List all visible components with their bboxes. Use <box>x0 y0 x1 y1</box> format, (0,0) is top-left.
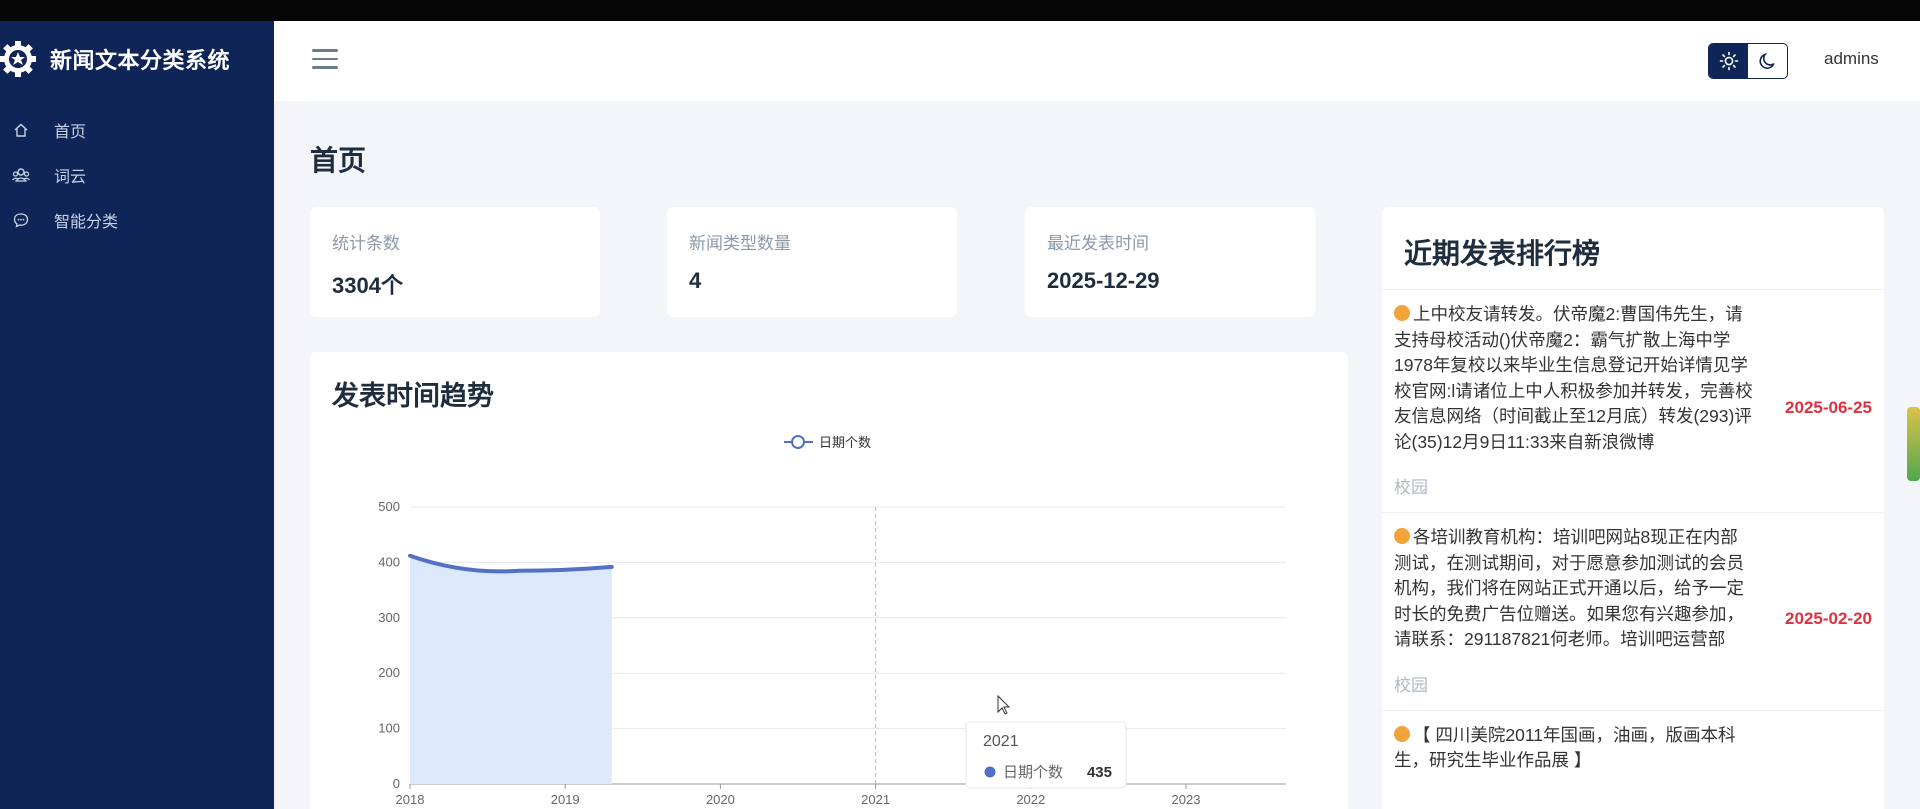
list-item[interactable]: 各培训教育机构：培训吧网站8现正在内部测试，在测试期间，对于愿意参加测试的会员机… <box>1382 512 1884 696</box>
brand: 新闻文本分类系统 <box>0 21 274 97</box>
rank-item-tag: 校园 <box>1394 675 1428 695</box>
sidebar: 新闻文本分类系统 首页 词云 智能分类 <box>0 21 274 809</box>
medal-icon <box>1394 305 1410 321</box>
chart-title: 发表时间趋势 <box>332 381 494 411</box>
scrollbar-thumb[interactable] <box>1907 407 1920 481</box>
stat-card-types: 新闻类型数量 4 <box>667 207 957 317</box>
tooltip-series: 日期个数 <box>1003 764 1063 781</box>
sidebar-item-home[interactable]: 首页 <box>0 107 274 152</box>
top-strip <box>0 0 1920 21</box>
trend-chart[interactable]: 日期个数 2018 2019 2020 2021 2022 2023 0 100 200 300… <box>310 352 1348 809</box>
tooltip-marker <box>984 766 996 778</box>
tooltip-box <box>965 721 1127 789</box>
y-tick-label: 300 <box>378 610 400 625</box>
list-item[interactable]: 上中校友请转发。伏帝魔2:曹国伟先生，请支持母校活动()伏帝魔2：霸气扩散上海中… <box>1382 289 1884 498</box>
sidebar-item-classify[interactable]: 智能分类 <box>0 197 274 242</box>
y-tick-label: 0 <box>393 776 400 791</box>
theme-toggle <box>1708 43 1788 79</box>
legend-marker <box>791 435 805 449</box>
sidebar-item-label: 智能分类 <box>54 213 119 231</box>
ranking-list: 上中校友请转发。伏帝魔2:曹国伟先生，请支持母校活动()伏帝魔2：霸气扩散上海中… <box>1382 289 1884 774</box>
y-tick-label: 200 <box>378 665 400 680</box>
chart-tooltip: 2021 日期个数 435 <box>965 721 1127 789</box>
list-item[interactable]: 【 四川美院2011年国画，油画，版画本科生，研究生毕业作品展 】 <box>1382 709 1884 774</box>
tooltip-title: 2021 <box>983 733 1019 750</box>
stat-value: 2025-12-29 <box>1047 268 1160 293</box>
rank-item-date: 2025-02-20 <box>1785 609 1872 628</box>
rank-item-text: 【 四川美院2011年国画，油画，版画本科生，研究生毕业作品展 】 <box>1394 724 1736 770</box>
stat-label: 最近发表时间 <box>1047 234 1149 253</box>
stat-label: 统计条数 <box>332 234 400 253</box>
tooltip-value: 435 <box>1087 764 1112 781</box>
sidebar-item-label: 词云 <box>54 168 87 186</box>
chart-series <box>408 553 614 784</box>
ranking-title: 近期发表排行榜 <box>1404 238 1601 269</box>
menu-toggle-icon[interactable] <box>312 49 338 71</box>
sidebar-nav: 首页 词云 智能分类 <box>0 107 274 242</box>
y-tick-label: 500 <box>378 499 400 514</box>
chart-x-axis: 2018 2019 2020 2021 2022 2023 <box>396 784 1201 807</box>
top-header: admins <box>274 21 1920 101</box>
medal-icon <box>1394 528 1410 544</box>
rank-item-text: 上中校友请转发。伏帝魔2:曹国伟先生，请支持母校活动()伏帝魔2：霸气扩散上海中… <box>1394 304 1753 452</box>
page-title: 首页 <box>310 145 367 176</box>
ranking-card: 近期发表排行榜 上中校友请转发。伏帝魔2:曹国伟先生，请支持母校活动()伏帝魔2… <box>1382 207 1884 809</box>
rank-item-tag: 校园 <box>1394 478 1428 497</box>
x-tick-label: 2018 <box>396 792 425 807</box>
chart-legend[interactable]: 日期个数 <box>784 435 871 450</box>
x-tick-label: 2022 <box>1016 792 1045 807</box>
gear-logo-icon <box>0 37 38 81</box>
stat-value: 4 <box>689 268 702 293</box>
sidebar-item-label: 首页 <box>54 123 87 141</box>
x-tick-label: 2020 <box>706 792 735 807</box>
sidebar-item-wordcloud[interactable]: 词云 <box>0 152 274 197</box>
cursor-icon <box>997 694 1011 715</box>
sun-icon[interactable] <box>1709 44 1748 78</box>
x-tick-label: 2023 <box>1172 792 1201 807</box>
stat-label: 新闻类型数量 <box>689 234 791 253</box>
y-tick-label: 100 <box>378 721 400 736</box>
legend-label: 日期个数 <box>819 435 871 450</box>
moon-icon[interactable] <box>1748 44 1787 78</box>
trend-chart-card: 发表时间趋势 日期个数 2018 2019 2020 2021 2022 2023 0 10… <box>310 352 1348 809</box>
app-title: 新闻文本分类系统 <box>50 48 231 73</box>
rank-item-text: 各培训教育机构：培训吧网站8现正在内部测试，在测试期间，对于愿意参加测试的会员机… <box>1394 527 1744 649</box>
x-tick-label: 2019 <box>551 792 580 807</box>
home-icon <box>12 121 30 139</box>
rank-item-date: 2025-06-25 <box>1785 398 1872 417</box>
y-tick-label: 400 <box>378 554 400 569</box>
medal-icon <box>1394 725 1410 742</box>
user-menu[interactable]: admins <box>1824 49 1879 68</box>
series-line <box>408 553 614 574</box>
chart-y-axis: 0 100 200 300 400 500 <box>378 499 400 791</box>
series-area <box>410 555 612 784</box>
x-tick-label: 2021 <box>861 792 890 807</box>
stat-card-total: 统计条数 3304个 <box>310 207 600 317</box>
main-content: admins 首页 统计条数 3304个 新闻类型数量 4 最近发表时间 202… <box>274 21 1920 809</box>
users-icon <box>12 166 30 184</box>
stat-card-latest: 最近发表时间 2025-12-29 <box>1025 207 1315 317</box>
stat-value: 3304个 <box>332 273 403 298</box>
chat-icon <box>12 211 30 229</box>
